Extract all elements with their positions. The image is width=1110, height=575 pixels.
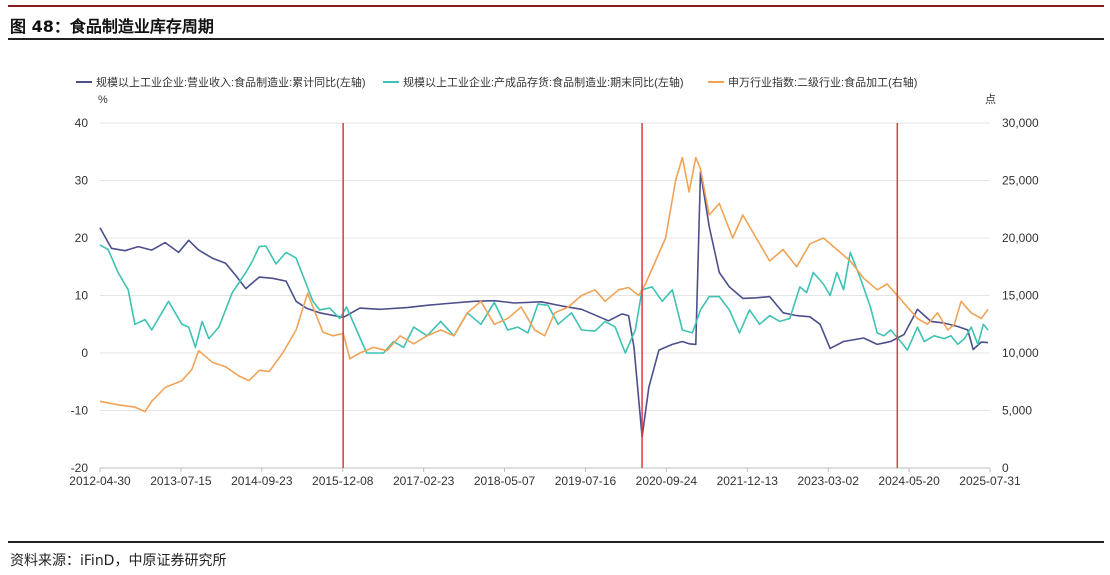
x-tick-label: 2013-07-15 (150, 474, 212, 488)
left-tick-label: 10 (75, 289, 89, 303)
left-tick-label: 20 (75, 231, 89, 245)
title-rule (8, 38, 1104, 40)
source-rule (8, 541, 1104, 543)
x-tick-label: 2015-12-08 (312, 474, 374, 488)
x-tick-label: 2018-05-07 (474, 474, 536, 488)
legend-label: 规模以上工业企业:产成品存货:食品制造业:期末同比(左轴) (403, 75, 684, 89)
left-tick-label: 30 (75, 174, 89, 188)
right-axis-unit: 点 (985, 93, 996, 106)
right-tick-label: 30,000 (1002, 116, 1039, 130)
right-axis-ticks: 30,000 25,000 20,000 15,000 10,000 5,000 0 (1002, 116, 1039, 475)
series-group (99, 156, 989, 438)
x-tick-label: 2019-07-16 (555, 474, 617, 488)
left-tick-label: 40 (75, 116, 89, 130)
right-tick-label: 25,000 (1002, 174, 1039, 188)
right-tick-label: 5,000 (1002, 404, 1032, 418)
legend-label: 申万行业指数:二级行业:食品加工(右轴) (728, 75, 917, 89)
right-tick-label: 15,000 (1002, 289, 1039, 303)
right-tick-label: 0 (1002, 461, 1009, 475)
x-axis-ticks: 2012-04-30 2013-07-15 2014-09-23 2015-12-08… (69, 467, 1021, 488)
figure-title: 图 48：食品制造业库存周期 (10, 17, 214, 36)
top-rule (8, 5, 1104, 7)
x-tick-label: 2023-03-02 (797, 474, 859, 488)
legend-label: 规模以上工业企业:营业收入:食品制造业:累计同比(左轴) (96, 75, 366, 89)
right-tick-label: 20,000 (1002, 231, 1039, 245)
left-axis-ticks: 40 30 20 10 0 -10 -20 (71, 116, 89, 475)
right-tick-label: 10,000 (1002, 346, 1039, 360)
left-axis-unit: % (98, 94, 108, 106)
chart: 规模以上工业企业:营业收入:食品制造业:累计同比(左轴) 规模以上工业企业:产成品… (69, 75, 1039, 488)
x-tick-label: 2021-12-13 (717, 474, 779, 488)
left-tick-label: 0 (81, 346, 88, 360)
legend: 规模以上工业企业:营业收入:食品制造业:累计同比(左轴) 规模以上工业企业:产成品… (76, 75, 917, 89)
revenue-yoy-line (99, 171, 989, 438)
x-tick-label: 2017-02-23 (393, 474, 455, 488)
x-tick-label: 2012-04-30 (69, 474, 131, 488)
x-tick-label: 2025-07-31 (959, 474, 1021, 488)
gridlines (100, 122, 990, 469)
x-tick-label: 2024-05-20 (878, 474, 940, 488)
inventory-yoy-line (99, 244, 989, 354)
x-tick-label: 2014-09-23 (231, 474, 293, 488)
vertical-markers (342, 123, 899, 468)
food-index-line (99, 156, 989, 413)
left-tick-label: -10 (71, 404, 89, 418)
source-note: 资料来源：iFinD，中原证券研究所 (10, 553, 227, 569)
left-tick-label: -20 (71, 461, 89, 475)
x-tick-label: 2020-09-24 (636, 474, 698, 488)
